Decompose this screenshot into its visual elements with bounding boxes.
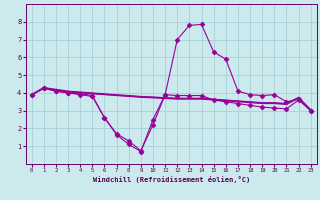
X-axis label: Windchill (Refroidissement éolien,°C): Windchill (Refroidissement éolien,°C) [92,176,250,183]
